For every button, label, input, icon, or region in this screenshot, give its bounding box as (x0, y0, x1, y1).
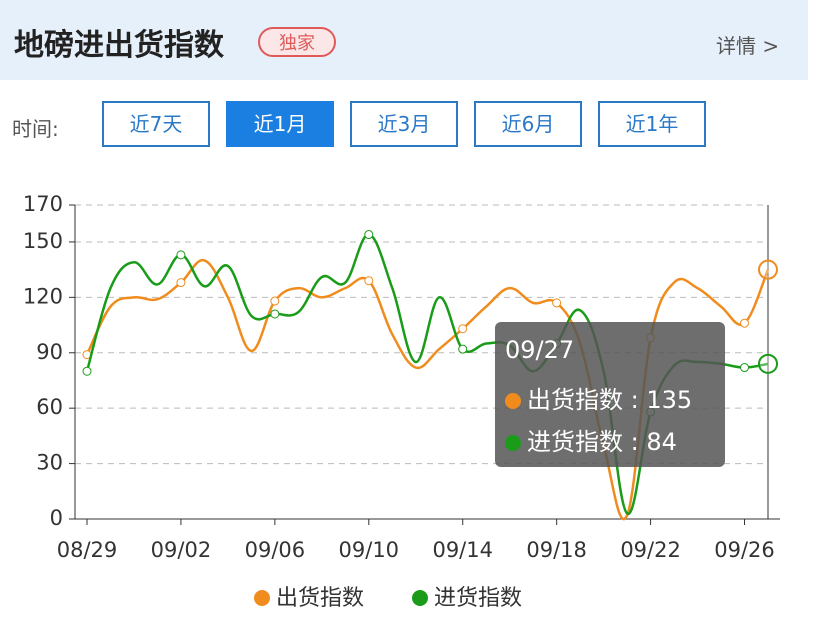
x-tick-label: 09/02 (151, 538, 212, 562)
point (758, 353, 778, 374)
x-tick-label: 08/29 (57, 538, 118, 562)
tooltip-row: 出货指数135 (505, 380, 692, 415)
y-tick-label: 170 (23, 192, 63, 216)
title: 地磅进出货指数 (14, 28, 224, 63)
legend-swatch (254, 590, 270, 606)
filter-button[interactable]: 近6月 (474, 101, 582, 147)
y-tick-label: 90 (36, 340, 63, 364)
filter-label: 时间: (12, 117, 59, 141)
point (458, 324, 468, 334)
point (364, 276, 374, 286)
tooltip-name: 进货指数 (527, 428, 623, 456)
badge: 独家 (258, 27, 336, 57)
point (82, 366, 92, 376)
filter-button[interactable]: 近1年 (598, 101, 706, 147)
tooltip: 09/27 出货指数135 进货指数84 (495, 322, 725, 467)
y-tick-label: 0 (50, 506, 63, 530)
point (176, 278, 186, 288)
tooltip-name: 出货指数 (527, 386, 623, 414)
y-tick-label: 120 (23, 284, 63, 308)
point (458, 344, 468, 354)
x-tick-label: 09/18 (526, 538, 587, 562)
point (270, 296, 280, 306)
y-tick-label: 30 (36, 451, 63, 475)
filter-button[interactable]: 近1月 (226, 101, 334, 147)
header: 地磅进出货指数 独家 详情 > (0, 0, 808, 80)
tooltip-value: 84 (623, 428, 677, 456)
legend-swatch (412, 590, 428, 606)
y-tick-label: 150 (23, 229, 63, 253)
legend-item: 进货指数 (412, 580, 522, 612)
x-tick-label: 09/06 (245, 538, 306, 562)
point (364, 230, 374, 240)
filter-button[interactable]: 近7天 (102, 101, 210, 147)
point (758, 259, 778, 280)
point (176, 250, 186, 260)
y-tick-label: 60 (36, 395, 63, 419)
point (552, 298, 562, 308)
filter-button[interactable]: 近3月 (350, 101, 458, 147)
legend-item: 出货指数 (254, 580, 364, 612)
x-tick-label: 09/10 (339, 538, 400, 562)
point (740, 318, 750, 328)
legend-label: 进货指数 (434, 586, 523, 611)
x-tick-label: 09/26 (714, 538, 775, 562)
tooltip-dot (505, 435, 521, 451)
tooltip-title: 09/27 (505, 336, 575, 364)
legend-label: 出货指数 (276, 586, 365, 611)
tooltip-dot (505, 393, 521, 409)
tooltip-row: 进货指数84 (505, 422, 677, 457)
point (270, 309, 280, 319)
x-tick-label: 09/22 (620, 538, 681, 562)
tooltip-value: 135 (623, 386, 692, 414)
detail-link[interactable]: 详情 > (716, 34, 780, 58)
x-tick-label: 09/14 (432, 538, 493, 562)
point (740, 363, 750, 373)
